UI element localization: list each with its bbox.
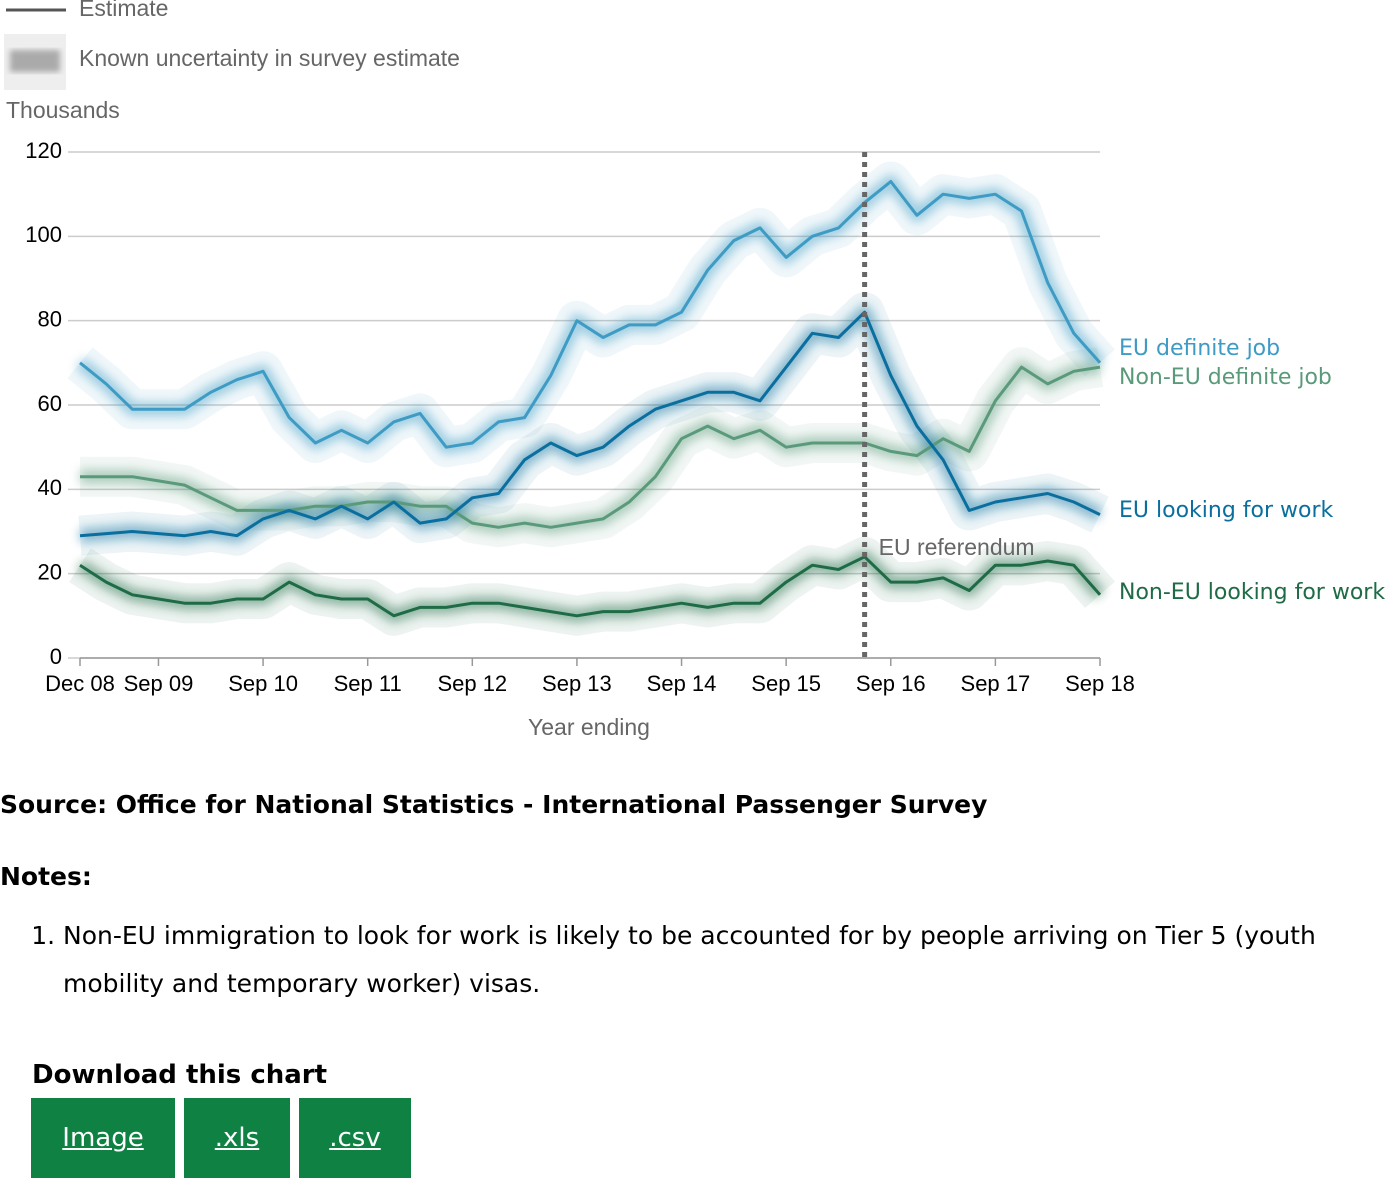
y-tick-label: 40 xyxy=(38,475,62,500)
notes-heading: Notes: xyxy=(0,862,92,891)
x-tick-label: Sep 10 xyxy=(228,671,298,696)
series-line xyxy=(80,365,1101,529)
y-tick-label: 60 xyxy=(38,391,62,416)
x-tick-label: Sep 17 xyxy=(961,671,1031,696)
download-heading: Download this chart xyxy=(32,1060,328,1090)
x-tick-label: Sep 18 xyxy=(1065,671,1135,696)
note: Non-EU immigration to look for work is l… xyxy=(63,912,1373,1008)
lines xyxy=(79,180,1102,618)
series-line xyxy=(79,555,1102,618)
y-tick-label: 20 xyxy=(38,559,62,584)
notes-list: Non-EU immigration to look for work is l… xyxy=(0,912,1373,1008)
download-button[interactable]: .xls xyxy=(184,1098,290,1178)
legend-estimate: Estimate xyxy=(79,0,168,21)
x-tick-label: Sep 13 xyxy=(542,671,612,696)
referendum-label: EU referendum xyxy=(879,534,1035,560)
series-label: Non-EU definite job xyxy=(1119,365,1332,390)
series-line xyxy=(79,180,1102,449)
y-tick-label: 120 xyxy=(25,138,62,163)
legend-uncertainty: Known uncertainty in survey estimate xyxy=(79,45,460,71)
series-label: EU looking for work xyxy=(1119,498,1334,523)
x-tick-label: Sep 16 xyxy=(856,671,926,696)
x-tick-label: Sep 14 xyxy=(647,671,717,696)
series-label: Non-EU looking for work xyxy=(1119,580,1385,605)
series-label: EU definite job xyxy=(1119,336,1280,361)
x-tick-label: Sep 11 xyxy=(334,671,402,696)
y-tick-label: 0 xyxy=(50,644,62,669)
x-tick-label: Sep 09 xyxy=(124,671,194,696)
download-buttons: Image .xls .csv xyxy=(31,1098,411,1178)
y-axis-label: Thousands xyxy=(6,97,120,123)
y-tick-label: 80 xyxy=(38,306,62,331)
x-tick-label: Dec 08 xyxy=(45,671,115,696)
download-button[interactable]: .csv xyxy=(299,1098,411,1178)
download-button[interactable]: Image xyxy=(31,1098,175,1178)
x-tick-label: Sep 15 xyxy=(751,671,821,696)
uncertainty-band xyxy=(67,161,1115,468)
y-tick-label: 100 xyxy=(25,222,62,247)
source: Source: Office for National Statistics -… xyxy=(0,790,988,819)
x-tick-label: Sep 12 xyxy=(437,671,507,696)
legend-band-core xyxy=(10,50,60,72)
chart: Estimate Known uncertainty in survey est… xyxy=(4,0,1385,740)
series-line xyxy=(79,310,1101,538)
x-axis-label: Year ending xyxy=(528,714,650,740)
